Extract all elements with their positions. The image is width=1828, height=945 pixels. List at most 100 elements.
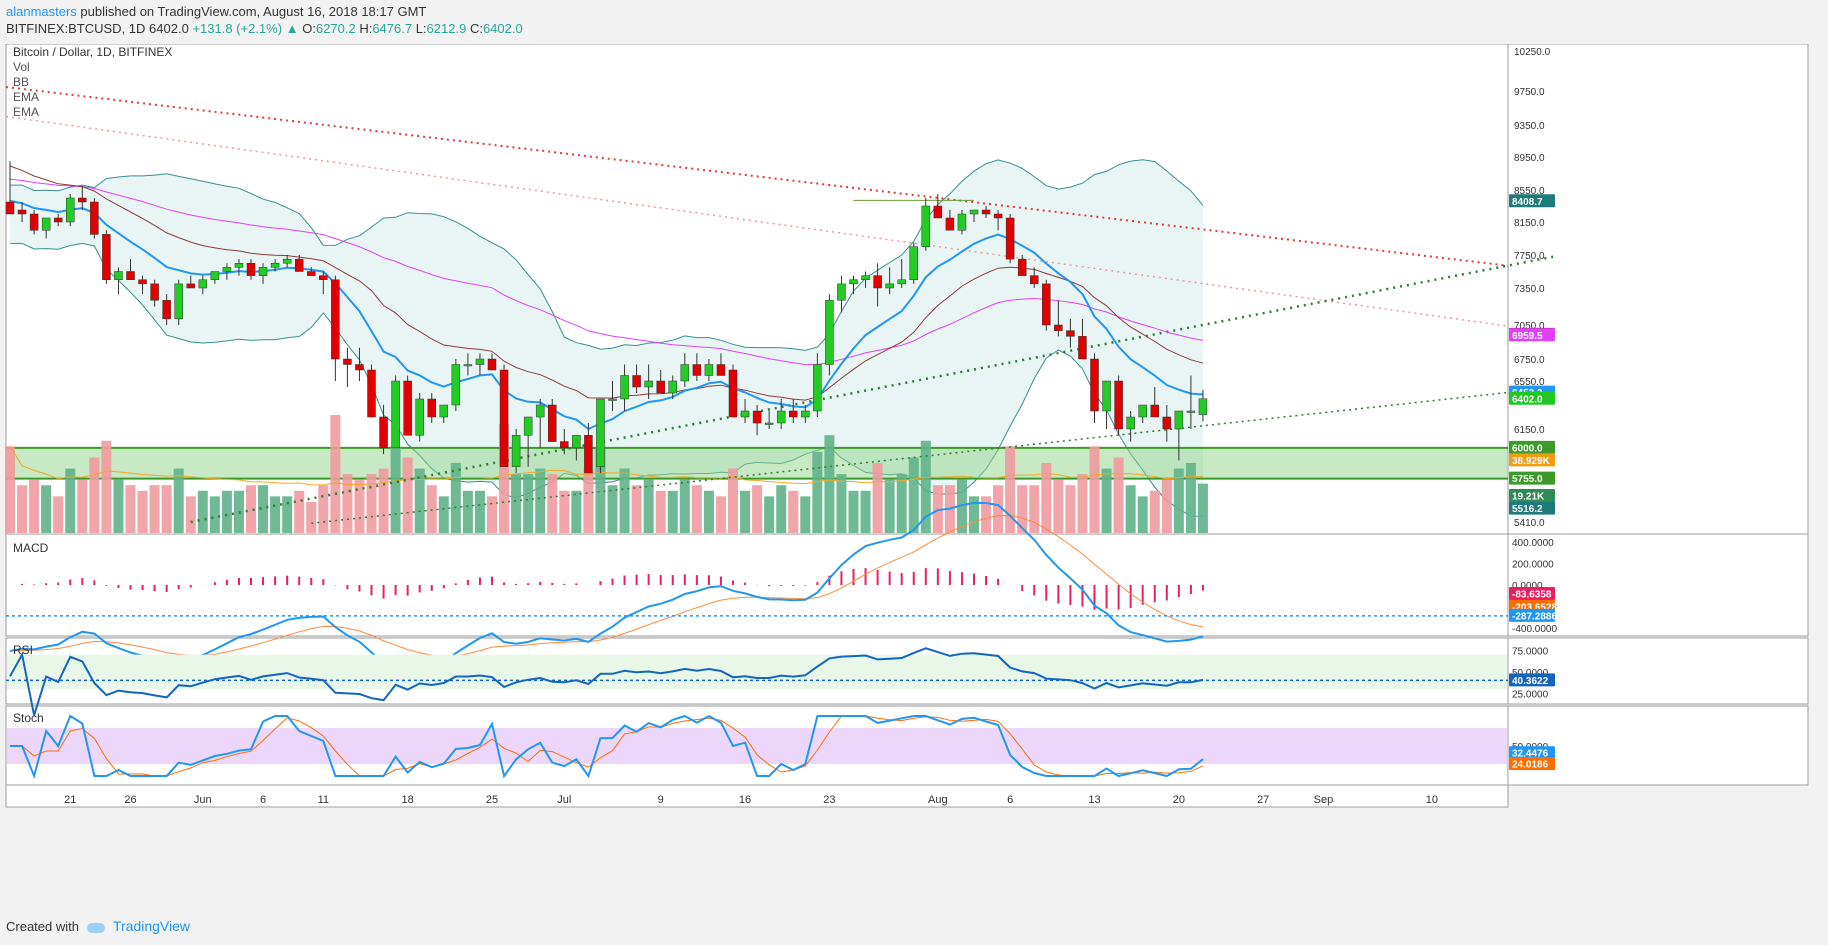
candle-body xyxy=(704,364,714,376)
stoch-band xyxy=(7,728,1507,764)
volume-bar xyxy=(462,490,473,533)
volume-bar xyxy=(1029,485,1040,533)
candle-body xyxy=(861,275,870,280)
candle-body xyxy=(740,410,750,418)
candle-body xyxy=(981,209,991,215)
candle-body xyxy=(174,283,183,320)
candle-body xyxy=(873,275,882,289)
volume-bar xyxy=(836,474,847,533)
volume-bar xyxy=(318,485,329,533)
volume-bar xyxy=(1053,479,1064,533)
volume-bar xyxy=(715,496,726,533)
candle-body xyxy=(319,275,328,280)
volume-bar xyxy=(703,490,714,533)
price-tick-label: 5410.0 xyxy=(1514,518,1545,529)
candle-body xyxy=(427,398,436,418)
volume-bar xyxy=(390,446,401,533)
volume-bar xyxy=(981,496,992,533)
volume-bar xyxy=(908,457,919,533)
candle-body xyxy=(523,416,533,436)
tradingview-logo-icon xyxy=(86,922,105,933)
candle-body xyxy=(1078,336,1087,360)
volume-bar xyxy=(691,485,702,533)
candle-body xyxy=(53,217,63,223)
volume-bar xyxy=(378,468,389,533)
volume-bar xyxy=(1197,483,1208,533)
candle-body xyxy=(234,263,244,268)
price-label-bg xyxy=(1509,328,1555,342)
bb-lower xyxy=(10,242,1204,517)
time-tick-label: 23 xyxy=(823,794,835,806)
volume-bar xyxy=(583,468,594,533)
volume-bar xyxy=(920,440,931,533)
volume-bar xyxy=(125,485,136,533)
stoch-k-label-bg xyxy=(1509,746,1555,760)
volume-bar xyxy=(860,490,871,533)
candle-body xyxy=(668,380,677,394)
volume-bar xyxy=(631,485,642,533)
volume-bar xyxy=(571,490,582,533)
legend-entry: EMA xyxy=(13,90,39,104)
candle-body xyxy=(716,364,726,376)
candle-body xyxy=(379,416,388,449)
support-trendline xyxy=(190,254,1559,524)
stoch-d-line xyxy=(10,715,1204,777)
candle-body xyxy=(1090,358,1099,412)
volume-bar xyxy=(595,446,606,533)
volume-bar xyxy=(740,490,751,533)
volume-bar xyxy=(197,490,208,533)
volume-bar xyxy=(872,463,883,533)
candle-body xyxy=(102,234,111,280)
volume-bar xyxy=(1065,485,1076,533)
candle-body xyxy=(632,375,641,388)
time-tick-label: Jun xyxy=(194,794,212,806)
candle-body xyxy=(849,279,858,285)
candle-body xyxy=(993,213,1003,219)
price-chart[interactable]: MACD400.0000200.00000.0000-200.0000-400.… xyxy=(0,44,1828,912)
volume-bar xyxy=(1161,479,1172,533)
macd-value-label: -203.6528 xyxy=(1512,602,1557,613)
volume-bar xyxy=(149,485,160,533)
candle-body xyxy=(499,369,509,467)
volume-bar xyxy=(5,446,15,533)
time-tick-label: 13 xyxy=(1088,794,1100,806)
legend-entry: BB xyxy=(13,75,29,89)
candle-body xyxy=(897,279,906,285)
candle-body xyxy=(415,398,424,436)
low-value: 6212.9 xyxy=(426,21,467,36)
candle-body xyxy=(487,358,497,371)
candle-body xyxy=(885,283,894,289)
candle-body xyxy=(270,263,280,268)
volume-ma-label: 38.929K xyxy=(1512,456,1551,467)
candle-body xyxy=(608,398,617,401)
last-price: 6402.0 xyxy=(149,21,189,36)
bb-fill xyxy=(10,159,1203,517)
close-value: 6402.0 xyxy=(482,21,523,36)
volume-bar xyxy=(969,496,979,533)
candle-body xyxy=(1126,416,1135,430)
rsi-pane-axis xyxy=(1507,637,1809,705)
volume-bar xyxy=(77,479,88,533)
macd-value-label: -287.2886 xyxy=(1512,611,1557,622)
created-with-text: Created with xyxy=(6,919,79,934)
candle-body xyxy=(945,217,955,231)
footer: Created with TradingView xyxy=(6,918,190,934)
macd-pane-axis xyxy=(1507,533,1809,637)
candle-body xyxy=(656,380,665,394)
macd-tick-label: 0.0000 xyxy=(1512,581,1543,592)
candle-body xyxy=(90,201,99,235)
author-link[interactable]: alanmasters xyxy=(6,4,77,19)
tradingview-link[interactable]: TradingView xyxy=(112,918,191,934)
candle-body xyxy=(1017,258,1027,276)
candle-body xyxy=(463,364,473,367)
macd-tick-label: 400.0000 xyxy=(1512,538,1554,549)
time-tick-label: 21 xyxy=(64,794,76,806)
price-label-bg xyxy=(1509,391,1555,405)
stoch-pane-axis xyxy=(1507,705,1809,786)
price-tick-label: 10250.0 xyxy=(1514,47,1551,58)
volume-bar xyxy=(487,496,497,533)
chart-header: alanmasters published on TradingView.com… xyxy=(0,0,1828,44)
time-tick-label: Sep xyxy=(1314,794,1334,806)
candle-body xyxy=(1138,404,1147,418)
rsi-title: RSI xyxy=(13,643,33,657)
